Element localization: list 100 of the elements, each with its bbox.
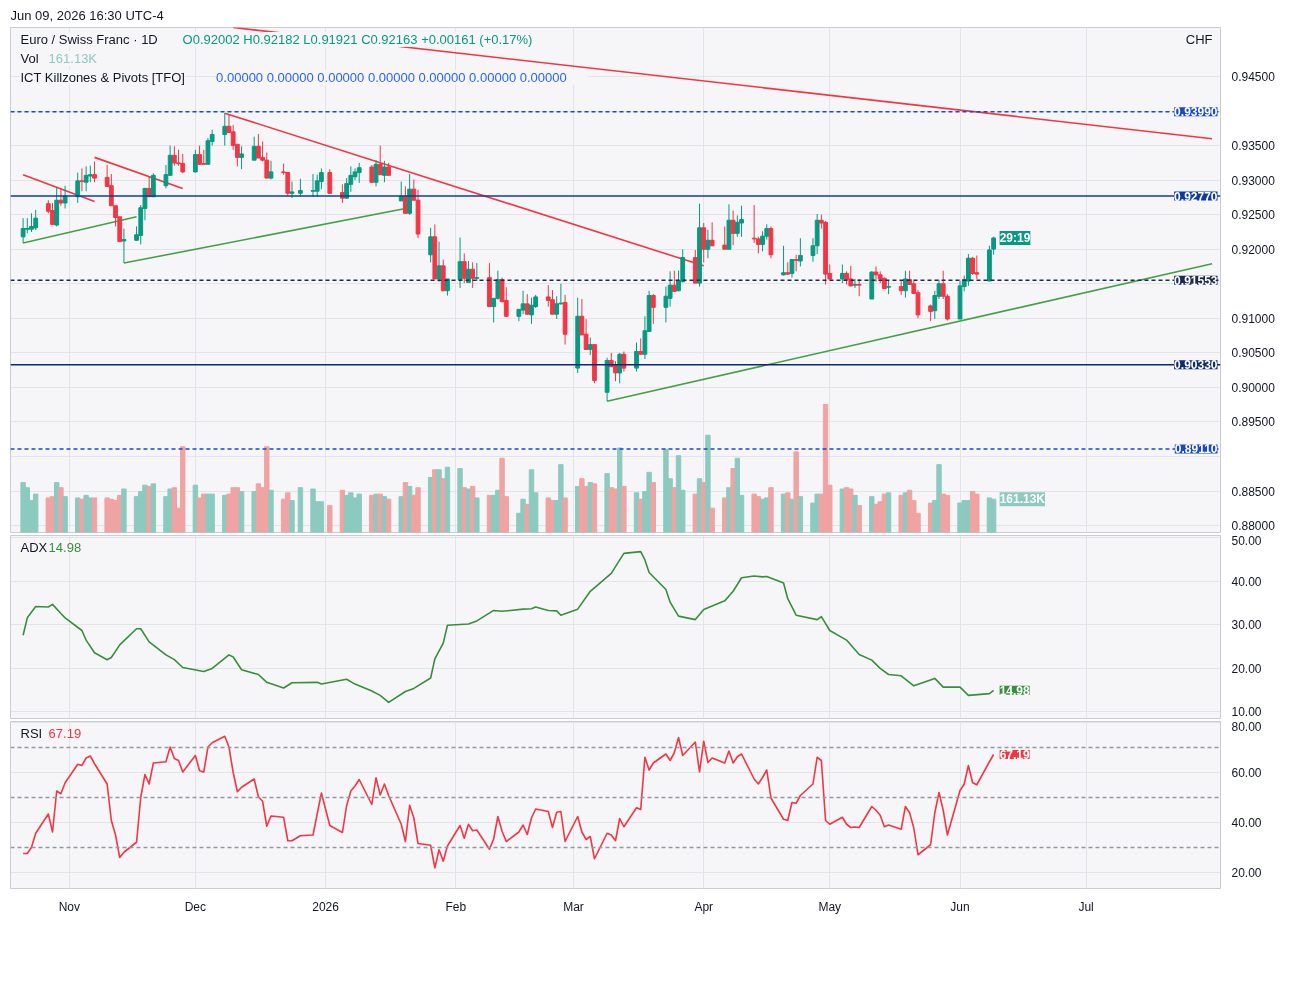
candlestick [650,293,656,325]
annotation: 161.13K [48,51,98,66]
y-tick-label: 0.92000 [1231,242,1276,257]
candlestick [583,318,589,350]
ref-line-label: 0.91553 [1174,273,1218,288]
y-tick-label: 10.00 [1231,705,1262,720]
y-tick-label: 20.00 [1231,866,1262,880]
candlestick [524,293,530,316]
candlestick [903,270,908,299]
bar [385,498,392,533]
x-tick-label: Feb [445,899,467,914]
candlestick [852,278,858,289]
line-series [22,550,995,704]
y-tick-label: 80.00 [1231,719,1262,734]
candlestick [197,145,202,166]
bar [671,487,678,533]
bar [898,494,904,533]
candlestick [520,290,526,315]
bar [940,493,946,533]
y-tick-label: 0.91000 [1231,311,1276,326]
candlestick [621,351,627,373]
y-tick-label: 0.88000 [1231,519,1276,534]
ref-line-label: 0.92770 [1174,189,1218,204]
text: Jun 09, 2026 16:30 UTC-4 [10,7,164,23]
bar [558,464,564,533]
y-tick-label: 50.00 [1231,533,1262,548]
bar [87,497,94,533]
candlestick [310,173,316,198]
y-tick-label: 0.89500 [1231,415,1276,430]
candlestick [382,160,387,183]
bar [562,497,568,533]
candlestick [33,209,39,231]
annotation: 14.98 [48,540,82,555]
bar [587,482,593,533]
candlestick [709,221,715,247]
y-tick-label: 30.00 [1231,618,1262,633]
annotation: 67.19 [999,748,1030,763]
bar [499,457,505,533]
bar [768,487,774,533]
x-tick-label: Dec [184,899,207,914]
bar [885,492,892,533]
candlestick [634,342,639,373]
candlestick [289,181,295,199]
bar [936,464,942,533]
bar [327,505,333,533]
x-tick-label: Nov [58,899,80,914]
candlestick [121,228,127,264]
candlestick [356,162,362,184]
candlestick [327,168,333,195]
annotation: 67.19 [48,726,82,741]
bar [180,446,186,533]
candlestick [839,263,845,284]
bar [121,488,127,533]
candlestick [722,225,728,250]
bar [62,496,68,533]
bar [650,482,657,533]
x-tick-label: Apr [694,899,714,914]
chart-title: Vol [20,51,39,66]
bar [944,494,951,533]
bar [617,447,623,533]
bar [108,498,115,533]
ref-line-label: 0.89110 [1174,442,1218,457]
candlestick [255,133,261,159]
annotation: O0.92002 H0.92182 L0.91921 C0.92163 +0.00161 (+0.17%) [182,32,533,47]
bar [961,500,967,533]
bar [705,434,711,533]
bar [608,487,614,533]
x-tick-label: Jul [1078,899,1094,914]
bar [440,478,446,533]
bar [251,491,257,533]
bar [524,503,530,533]
candlestick [470,261,476,289]
chart-title: RSI [20,726,43,741]
y-tick-label: 60.00 [1231,766,1262,780]
bar [709,507,715,533]
y-tick-label: 0.90000 [1231,380,1276,395]
candlestick [75,172,81,204]
bar [230,487,236,533]
candlestick [550,289,555,315]
bar [318,501,325,533]
y-tick-label: 0.93000 [1231,173,1276,188]
bar [793,451,799,533]
bar [289,500,295,533]
ref-line-label: 0.93990 [1174,105,1218,120]
bar [91,497,98,533]
candlestick [751,204,757,244]
chart-title: ADX [20,540,48,555]
bar [461,487,467,533]
annotation: CHF [1185,32,1213,47]
chart-title: Euro / Swiss Franc · 1D [20,32,158,47]
bar [377,493,383,533]
bar [398,496,404,533]
candlestick [92,161,97,183]
candlestick [29,212,34,233]
bar [755,496,762,533]
bar [209,493,215,533]
annotation: 14.98 [999,683,1030,698]
candlestick [797,237,803,268]
bar [591,483,598,533]
candlestick [781,245,786,277]
